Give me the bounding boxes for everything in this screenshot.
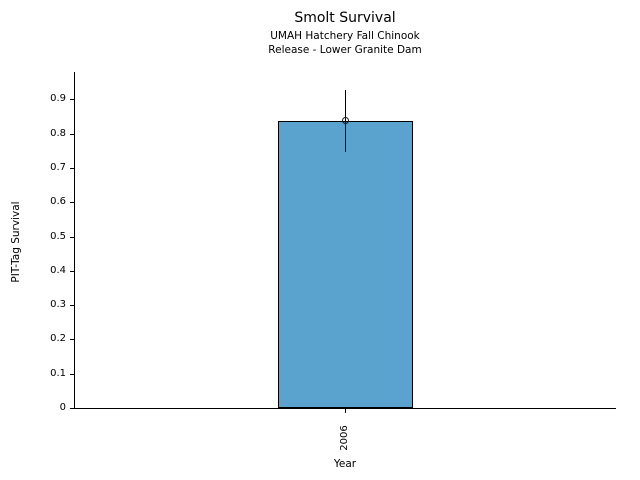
y-tick-label: 0.5 [50, 230, 66, 242]
chart-subtitle-line1: UMAH Hatchery Fall Chinook [270, 30, 420, 42]
x-tick-label-2006: 2006 [339, 425, 350, 451]
y-tick-mark [70, 133, 74, 135]
y-tick-mark [70, 339, 74, 341]
bar-2006 [277, 120, 413, 408]
y-tick-label: 0.4 [50, 264, 66, 276]
y-axis-spine [74, 72, 75, 409]
y-tick-mark [70, 305, 74, 307]
y-tick-mark [70, 99, 74, 101]
x-axis-label: Year [333, 458, 357, 470]
y-tick-mark [70, 270, 74, 272]
y-tick-label: 0.1 [50, 367, 66, 379]
y-axis-label: PIT-Tag Survival [10, 201, 22, 283]
y-tick-label: 0.6 [50, 196, 66, 208]
chart-subtitle-line2: Release - Lower Granite Dam [268, 44, 422, 56]
y-tick-label: 0.2 [50, 333, 66, 345]
y-tick-label: 0.8 [50, 127, 66, 139]
chart-title: Smolt Survival [294, 10, 396, 26]
point-marker-2006 [341, 117, 349, 125]
y-tick-label: 0.3 [50, 299, 66, 311]
y-tick-mark [70, 373, 74, 375]
x-tick-mark [345, 409, 346, 413]
y-tick-mark [70, 236, 74, 238]
y-tick-mark [70, 202, 74, 204]
x-axis-spine [74, 408, 616, 409]
y-tick-label: 0.9 [50, 93, 66, 105]
y-tick-label: 0.7 [50, 162, 66, 173]
y-tick-mark [70, 408, 74, 409]
y-tick-mark [70, 168, 74, 169]
y-tick-label: 0 [59, 402, 66, 413]
